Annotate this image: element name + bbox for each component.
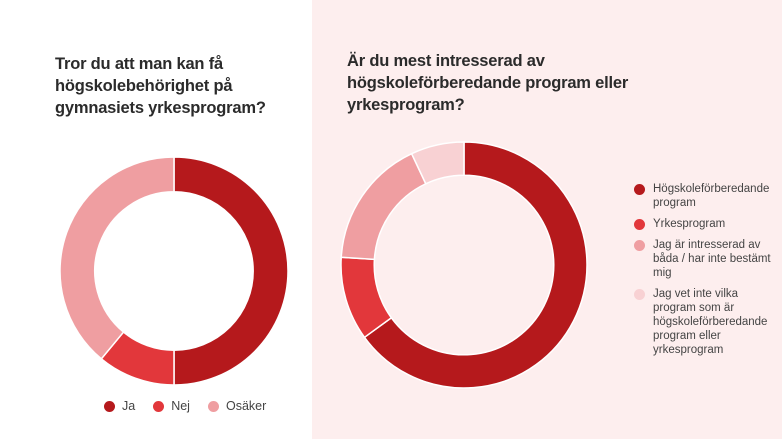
legend-item-1-1: Yrkesprogram [634,217,779,231]
legend-label: Ja [122,399,136,413]
legend-right: Högskoleförberedande program Yrkesprogram… [634,182,779,364]
chart-title-left: Tror du att man kan få högskolebehörighe… [55,55,266,117]
donut-chart-right [340,141,588,389]
legend-swatch [634,240,645,251]
legend-item-0-1: Nej [153,399,190,413]
legend-item-1-0: Högskoleförberedande program [634,182,779,210]
legend-item-0-2: Osäker [207,399,267,413]
chart-title-right: Är du mest intresserad av högskoleförber… [347,52,629,114]
legend-left: Ja Nej Osäker [104,399,284,413]
legend-swatch [104,400,115,412]
donut-slice-1-3 [410,141,465,185]
legend-item-0-0: Ja [104,399,135,413]
donut-chart-left [59,156,289,386]
legend-item-1-2: Jag är intresserad av båda / har inte be… [634,238,779,280]
donut-slice-0-0 [173,156,289,386]
legend-label: Jag vet inte vilka program som är högsko… [653,288,768,356]
legend-label: Högskoleförberedande program [653,183,770,209]
legend-swatch [634,184,645,195]
legend-label: Jag är intresserad av båda / har inte be… [653,239,771,279]
donut-slice-1-2 [340,152,427,261]
legend-label: Osäker [225,399,267,413]
donut-slice-1-0 [363,141,588,389]
legend-swatch [634,289,645,300]
legend-swatch [634,219,645,230]
donut-slice-0-2 [59,156,175,360]
legend-swatch [207,400,219,412]
legend-swatch [153,400,165,412]
legend-item-1-3: Jag vet inte vilka program som är högsko… [634,287,779,357]
legend-label: Yrkesprogram [653,218,726,230]
legend-label: Nej [171,399,190,413]
